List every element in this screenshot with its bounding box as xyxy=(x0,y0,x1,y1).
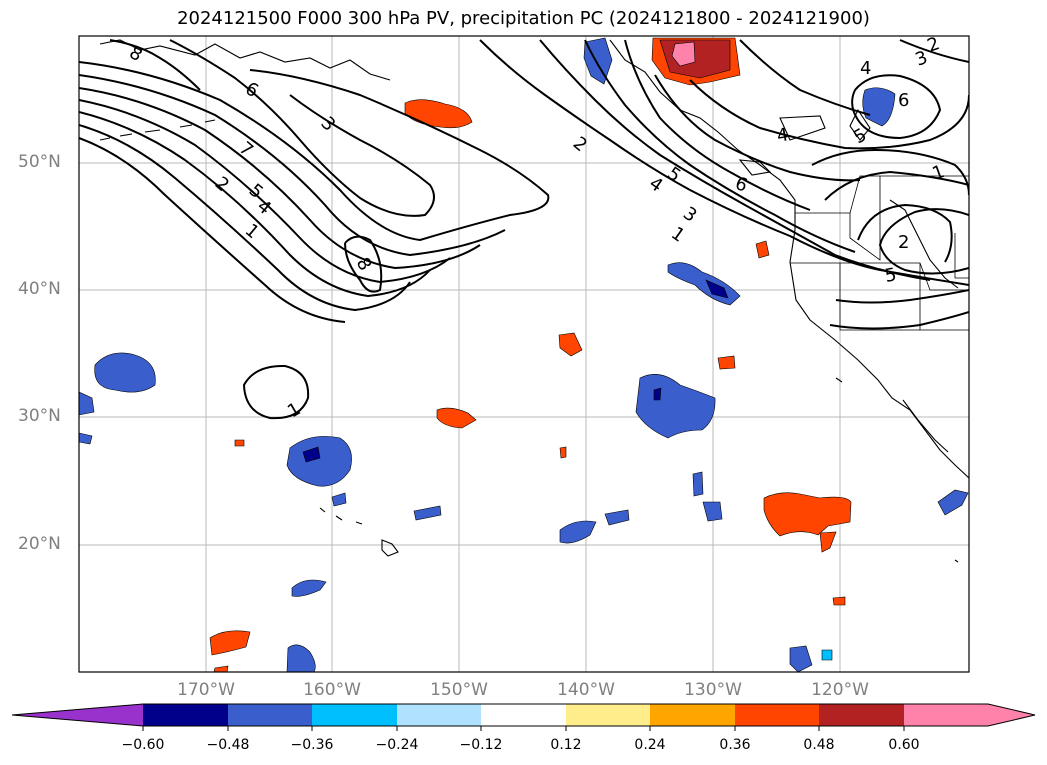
precip-blob-negative xyxy=(692,471,704,497)
contour-label: 3 xyxy=(679,203,700,227)
precip-blob-negative xyxy=(79,432,93,445)
precip-blob-negative xyxy=(286,436,352,487)
precip-blob-negative xyxy=(862,87,896,127)
map-title: 2024121500 F000 300 hPa PV, precipitatio… xyxy=(177,8,870,29)
colorbar-tick-label: −0.12 xyxy=(459,737,503,753)
contour-label: 5 xyxy=(883,264,898,287)
contour-label: 4 xyxy=(860,58,871,79)
precip-blob-positive xyxy=(234,439,245,447)
colorbar xyxy=(11,703,1036,731)
contour-label: 5 xyxy=(850,124,870,148)
colorbar-segment xyxy=(566,704,650,726)
precip-blob-negative xyxy=(291,579,327,597)
contour-labels: 8 6 7 3 2 5 4 1 8 1 2 4 5 3 1 6 2 4 3 6 … xyxy=(126,33,948,422)
precip-blob-positive xyxy=(404,99,473,129)
colorbar-tick-label: 0.48 xyxy=(803,737,835,753)
precip-blob-negative xyxy=(635,373,716,439)
contour-label: 4 xyxy=(645,173,666,197)
lon-label: 140°W xyxy=(557,680,615,700)
precip-blob-negative xyxy=(583,37,613,85)
colorbar-segment xyxy=(228,704,312,726)
lat-label: 50°N xyxy=(18,152,61,172)
precip-blob-positive xyxy=(559,446,567,459)
lat-label: 30°N xyxy=(18,406,61,426)
colorbar-segment xyxy=(143,704,228,726)
colorbar-tick-label: 0.60 xyxy=(888,737,920,753)
precip-blob-positive xyxy=(763,492,852,537)
lon-label: 160°W xyxy=(303,680,361,700)
precip-blob-positive xyxy=(558,332,583,357)
precip-blob-negative xyxy=(821,649,833,661)
contour-label: 5 xyxy=(663,163,684,187)
contour-label: 2 xyxy=(569,133,591,156)
colorbar-tick-label: −0.24 xyxy=(375,737,419,753)
contour-label: 8 xyxy=(352,254,376,274)
contour-label: 4 xyxy=(775,124,790,147)
precip-blob-negative xyxy=(79,391,95,416)
precip-anomalies xyxy=(79,37,969,672)
lon-label: 150°W xyxy=(430,680,488,700)
precip-blob-positive xyxy=(717,355,736,370)
colorbar-segment xyxy=(481,704,566,726)
contour-label: 1 xyxy=(667,223,688,247)
colorbar-tick-label: −0.60 xyxy=(121,737,165,753)
colorbar-segment xyxy=(12,704,143,726)
colorbar-segment xyxy=(904,704,1035,726)
precip-blob-negative xyxy=(937,489,969,516)
precip-blob-negative xyxy=(559,520,597,544)
contour-label: 2 xyxy=(898,232,909,253)
precip-blob-negative xyxy=(413,505,442,521)
precip-blob-negative xyxy=(653,387,662,401)
lon-label: 130°W xyxy=(684,680,742,700)
contour-label: 6 xyxy=(898,90,909,111)
precip-blob-positive xyxy=(436,407,477,429)
contour-label: 1 xyxy=(284,398,304,422)
colorbar-segment xyxy=(819,704,904,726)
gridlines xyxy=(79,36,969,672)
precip-blob-negative xyxy=(331,492,347,507)
colorbar-segment xyxy=(312,704,397,726)
contour-label: 6 xyxy=(732,173,750,197)
map-frame xyxy=(78,35,970,673)
precip-blob-positive xyxy=(209,630,251,656)
contour-label: 7 xyxy=(235,138,257,161)
precip-blob-negative xyxy=(302,446,321,463)
colorbar-tick-label: 0.24 xyxy=(634,737,666,753)
lat-label: 20°N xyxy=(18,534,61,554)
precip-blob-negative xyxy=(604,509,630,526)
precip-blob-positive xyxy=(832,596,846,606)
precip-blob-negative xyxy=(286,644,316,672)
pv-contours xyxy=(79,39,969,420)
precip-blob-negative xyxy=(789,645,813,672)
contour-label: 8 xyxy=(126,42,146,66)
political-borders xyxy=(790,175,969,331)
precip-blob-negative xyxy=(705,279,729,299)
contour-label: 1 xyxy=(930,161,948,185)
colorbar-tick-label: −0.36 xyxy=(290,737,334,753)
precip-blob-negative xyxy=(94,352,156,393)
precip-blob-positive xyxy=(755,240,770,259)
contour-label: 2 xyxy=(211,173,233,196)
colorbar-tick-label: −0.48 xyxy=(206,737,250,753)
precip-blob-positive xyxy=(213,665,229,672)
lat-label: 40°N xyxy=(18,279,61,299)
precip-blob-negative xyxy=(667,262,741,306)
lon-label: 120°W xyxy=(811,680,869,700)
lon-label: 170°W xyxy=(177,680,235,700)
colorbar-tick-label: 0.12 xyxy=(550,737,582,753)
colorbar-segment xyxy=(650,704,735,726)
precip-blob-positive xyxy=(819,531,837,553)
colorbar-tick-label: 0.36 xyxy=(719,737,751,753)
precip-blob-positive xyxy=(671,41,696,67)
colorbar-segment xyxy=(735,704,819,726)
colorbar-segment xyxy=(397,704,481,726)
precip-blob-negative xyxy=(702,501,723,522)
